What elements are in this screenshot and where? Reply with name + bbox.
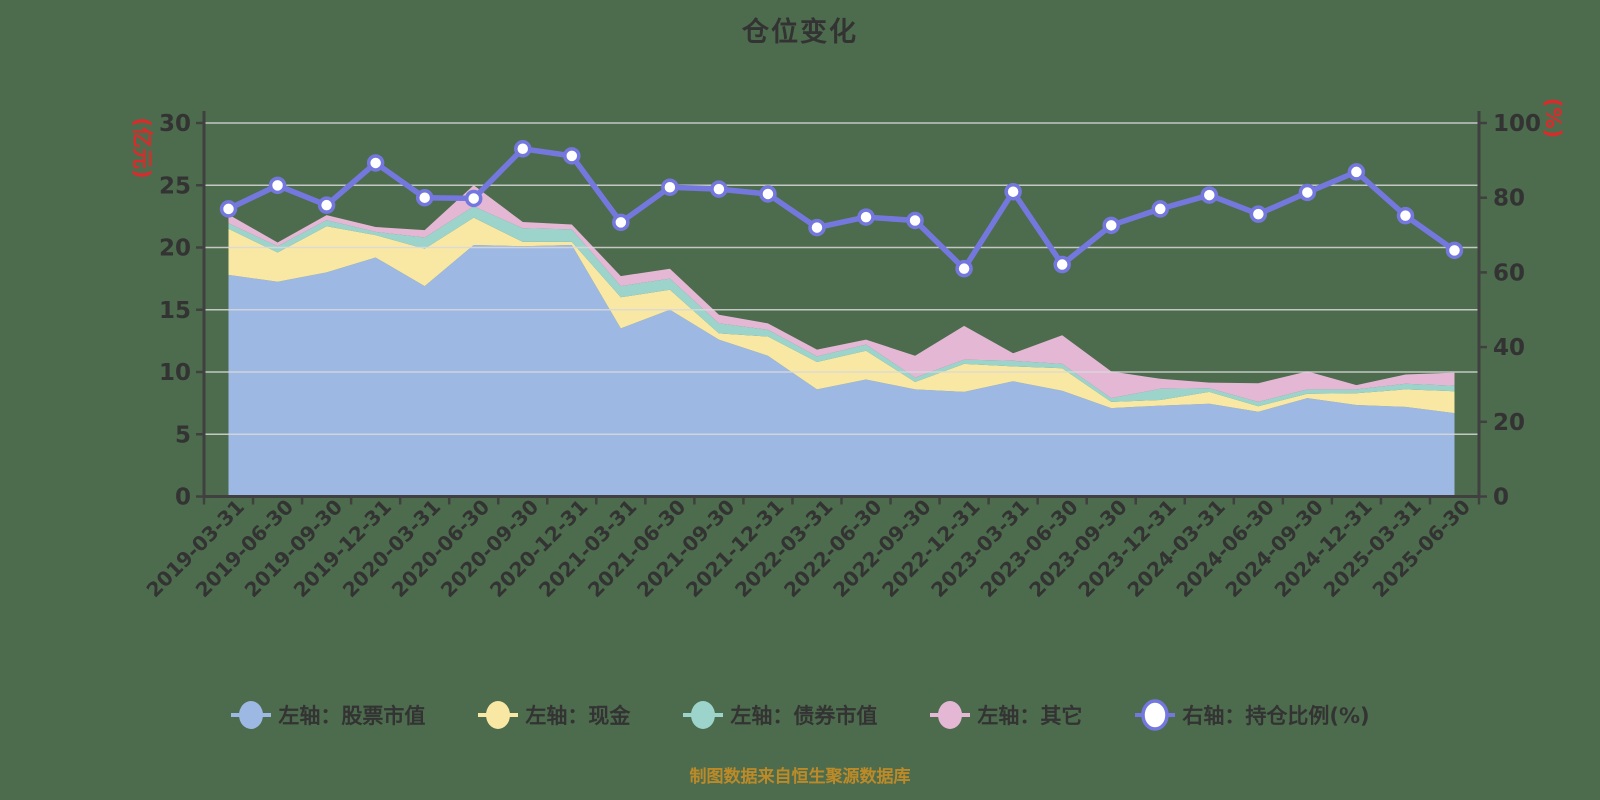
- ratio-line-marker: [955, 259, 973, 278]
- right-axis-tick-label: 80: [1493, 186, 1525, 212]
- other-series-legend-icon: [930, 701, 971, 729]
- legend-item-cash[interactable]: 左轴：现金: [477, 698, 630, 732]
- ratio-line-marker: [317, 196, 336, 214]
- ratio-line-marker: [1004, 182, 1022, 201]
- ratio-line-marker: [1396, 206, 1415, 225]
- ratio-line-marker: [1200, 186, 1219, 204]
- right-axis-tick-label: 0: [1493, 485, 1509, 511]
- ratio-line-marker: [219, 200, 238, 218]
- ratio-line-marker: [906, 211, 924, 230]
- ratio-line-marker: [1102, 216, 1120, 235]
- left-axis-tick-label: 5: [175, 422, 191, 448]
- ratio-line-marker: [514, 140, 532, 158]
- stock-series-legend-icon: [231, 701, 272, 729]
- legend-label-cash: 左轴：现金: [525, 704, 631, 728]
- left-axis-tick-label: 15: [159, 298, 191, 324]
- ratio-line-marker: [268, 176, 287, 195]
- legend-item-other[interactable]: 左轴：其它: [929, 698, 1082, 732]
- ratio-line-marker: [612, 213, 630, 232]
- ratio-line-marker: [563, 147, 581, 165]
- left-axis-tick-label: 0: [175, 485, 191, 511]
- area-other: [228, 185, 1455, 402]
- ratio-line-marker: [759, 185, 777, 203]
- legend-label-ratio: 右轴：持仓比例(%): [1182, 704, 1370, 728]
- legend-item-ratio[interactable]: 右轴：持仓比例(%): [1134, 698, 1370, 732]
- ratio-line-marker: [1445, 241, 1464, 260]
- ratio-line-marker: [415, 188, 434, 207]
- left-axis-tick-label: 10: [159, 360, 191, 386]
- ratio-line-marker: [464, 189, 483, 208]
- ratio-line-marker: [1298, 183, 1317, 202]
- chart-legend: 左轴：股票市值 左轴：现金 左轴：债券市值 左轴：其它 右轴：持仓比例(%): [0, 698, 1600, 732]
- ratio-line-marker: [1151, 200, 1169, 218]
- legend-item-bond[interactable]: 左轴：债券市值: [682, 698, 877, 732]
- bond-series-legend-icon: [683, 701, 724, 729]
- right-axis-tick-label: 100: [1493, 111, 1541, 137]
- chart-title: 仓位变化: [742, 17, 858, 48]
- ratio-series-legend-icon: [1135, 699, 1176, 731]
- right-axis-tick-label: 40: [1493, 335, 1525, 361]
- ratio-line-marker: [661, 178, 679, 196]
- legend-label-bond: 左轴：债券市值: [730, 704, 878, 728]
- ratio-line-marker: [1347, 163, 1366, 181]
- left-axis-tick-label: 25: [159, 173, 191, 199]
- legend-label-stock: 左轴：股票市值: [278, 704, 426, 728]
- legend-label-other: 左轴：其它: [977, 704, 1083, 728]
- ratio-line-marker: [857, 208, 875, 226]
- ratio-line-marker: [366, 154, 385, 172]
- ratio-line-marker: [710, 180, 728, 198]
- legend-item-stock[interactable]: 左轴：股票市值: [230, 698, 425, 732]
- cash-series-legend-icon: [478, 701, 519, 729]
- data-source-note: 制图数据来自恒生聚源数据库: [689, 767, 911, 787]
- ratio-line-marker: [1053, 255, 1071, 274]
- right-axis-tick-label: 20: [1493, 410, 1525, 436]
- right-axis-tick-label: 60: [1493, 260, 1525, 286]
- left-axis-tick-label: 30: [159, 111, 191, 137]
- area-bond: [228, 206, 1455, 407]
- ratio-line-marker: [1249, 205, 1268, 223]
- ratio-line-marker: [808, 218, 826, 237]
- left-axis-tick-label: 20: [159, 236, 191, 262]
- area-cash: [228, 217, 1455, 414]
